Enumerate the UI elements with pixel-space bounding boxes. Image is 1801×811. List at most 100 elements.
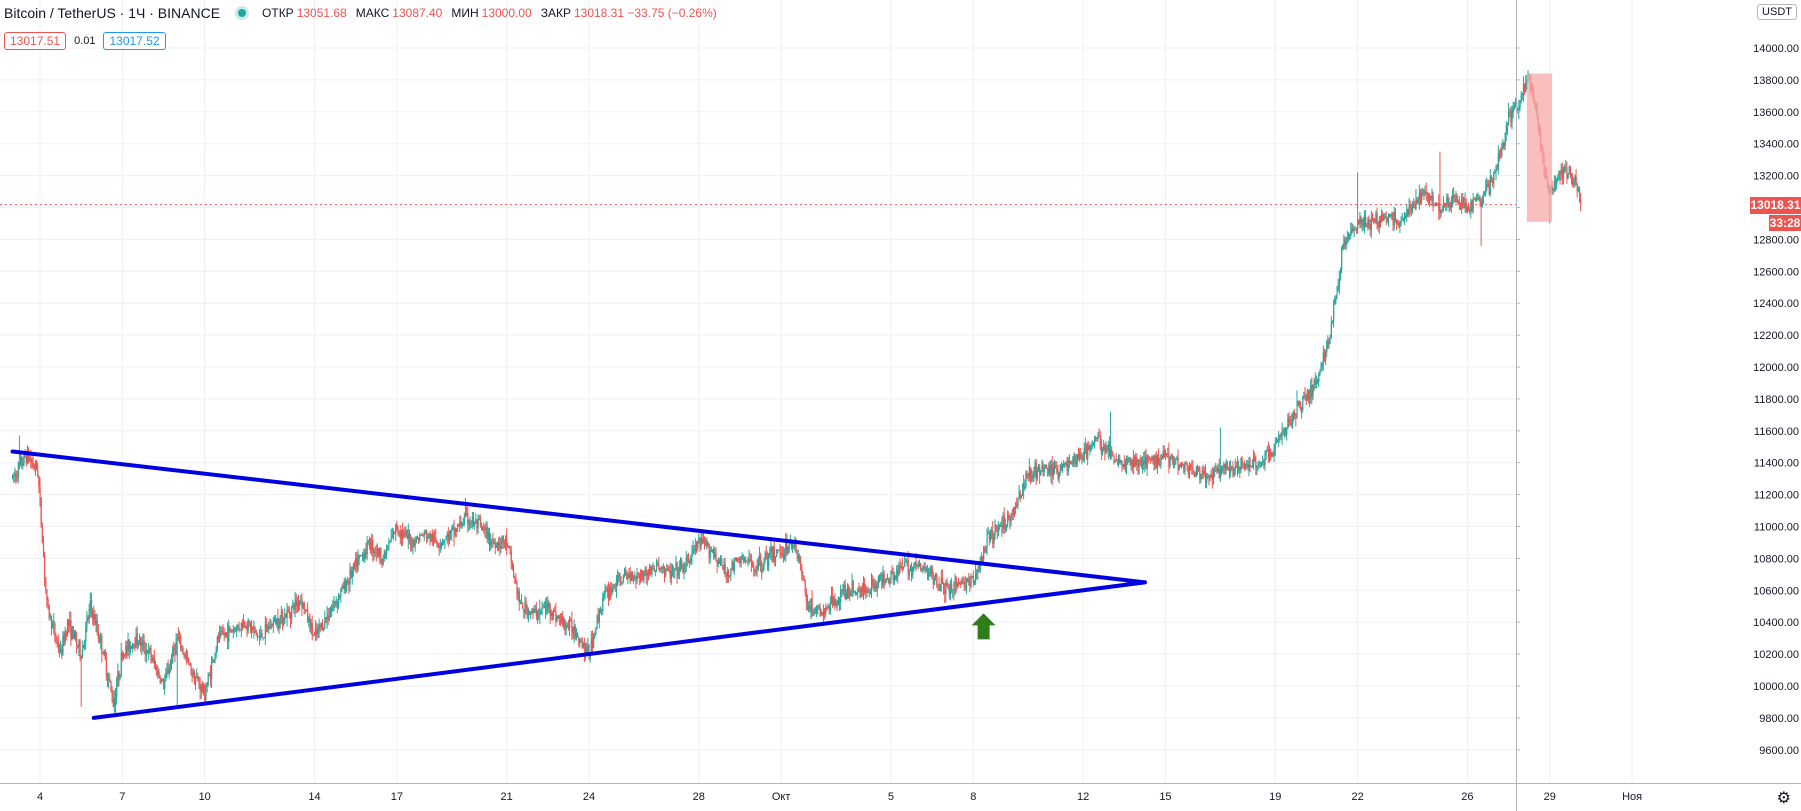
candle-body (435, 537, 437, 542)
candle-body (1151, 456, 1153, 461)
candle-body (1525, 83, 1527, 92)
candle-body (316, 628, 318, 634)
candle-body (1094, 438, 1096, 443)
candle-body (437, 544, 439, 548)
candle-body (725, 574, 727, 576)
candle-body (962, 581, 964, 583)
candle-body (1413, 203, 1415, 205)
candle-body (860, 587, 862, 598)
candle-body (1160, 455, 1162, 466)
candle-body (82, 644, 85, 649)
candle-body (444, 539, 446, 542)
candle-body (1570, 176, 1573, 178)
candle-body (1000, 524, 1002, 527)
settings-gear-icon[interactable]: ⚙ (1776, 790, 1791, 807)
candle-body (689, 562, 691, 564)
candle-body (1247, 463, 1249, 469)
candle-body (137, 643, 140, 646)
candle-body (863, 584, 865, 593)
candle-body (390, 538, 392, 542)
candle-body (148, 648, 150, 654)
currency-button[interactable]: USDT (1757, 4, 1797, 20)
candle-body (1015, 503, 1017, 509)
candle-body (690, 557, 692, 563)
candle-body (269, 626, 271, 629)
sell-button[interactable]: 13017.51 (4, 32, 67, 50)
candle-body (92, 610, 94, 620)
candle-body (1206, 475, 1208, 483)
candle-body (1330, 323, 1332, 337)
candle-body (223, 633, 225, 636)
candle-body (128, 639, 130, 652)
candle-body (797, 556, 800, 559)
candle-body (134, 644, 136, 648)
candle-body (1183, 464, 1185, 472)
candle-body (1234, 465, 1236, 470)
candle-body (389, 541, 391, 543)
candle-body (825, 607, 827, 614)
candle-body (447, 533, 450, 541)
candle-body (1005, 524, 1008, 526)
candle-body (1564, 168, 1566, 171)
candle-body (1374, 219, 1376, 223)
candle-body (490, 542, 492, 545)
candle-body (770, 547, 772, 552)
candle-body (421, 534, 423, 536)
candle-body (589, 653, 591, 659)
candle-body (1287, 418, 1289, 430)
candle-body (1498, 153, 1501, 155)
candle-body (1226, 461, 1228, 470)
candle-body (1514, 101, 1517, 105)
candle-body (532, 609, 534, 613)
candle-body (546, 602, 548, 612)
candle-body (1225, 461, 1227, 471)
candle-body (22, 463, 24, 466)
candle-body (1043, 467, 1045, 472)
buy-button[interactable]: 13017.52 (103, 32, 166, 50)
candle-body (1327, 341, 1329, 345)
candle-body (1500, 153, 1502, 156)
candle-body (68, 620, 70, 626)
candle-body (1495, 169, 1497, 173)
candle-body (754, 570, 756, 572)
candle-body (277, 618, 279, 629)
candle-body (699, 538, 701, 547)
candle-body (572, 632, 574, 635)
candle-body (801, 567, 803, 575)
candle-body (1397, 222, 1399, 225)
candle-body (1159, 464, 1161, 466)
candle-body (1486, 183, 1488, 188)
candle-body (1013, 508, 1016, 510)
candle-body (1580, 199, 1582, 205)
candle-body (946, 582, 948, 587)
candle-body (753, 566, 755, 571)
candle-body (879, 576, 881, 578)
candle-body (1242, 464, 1244, 466)
candle-body (1002, 515, 1004, 528)
candle-body (1146, 456, 1148, 469)
candle-body (1147, 456, 1149, 458)
candle-body (742, 556, 745, 562)
candle-body (1161, 455, 1163, 459)
price-tick-label: 10200.00 (1753, 649, 1799, 661)
candle-body (800, 561, 802, 568)
candle-body (521, 602, 523, 604)
candle-body (1167, 453, 1169, 455)
candle-body (1323, 352, 1326, 361)
candle-body (916, 564, 918, 566)
candle-body (333, 601, 335, 606)
candle-body (461, 524, 463, 526)
candle-body (1086, 446, 1088, 459)
candle-body (635, 576, 637, 580)
candle-body (1202, 470, 1204, 476)
candle-body (335, 601, 337, 605)
candle-body (1366, 226, 1368, 228)
candle-body (278, 625, 280, 629)
symbol-title[interactable]: Bitcoin / TetherUS · 1Ч · BINANCE (4, 5, 221, 21)
candle-body (1283, 428, 1286, 432)
candle-body (545, 606, 547, 612)
candle-body (182, 648, 184, 654)
candle-body (1456, 195, 1458, 201)
candle-body (262, 637, 264, 639)
